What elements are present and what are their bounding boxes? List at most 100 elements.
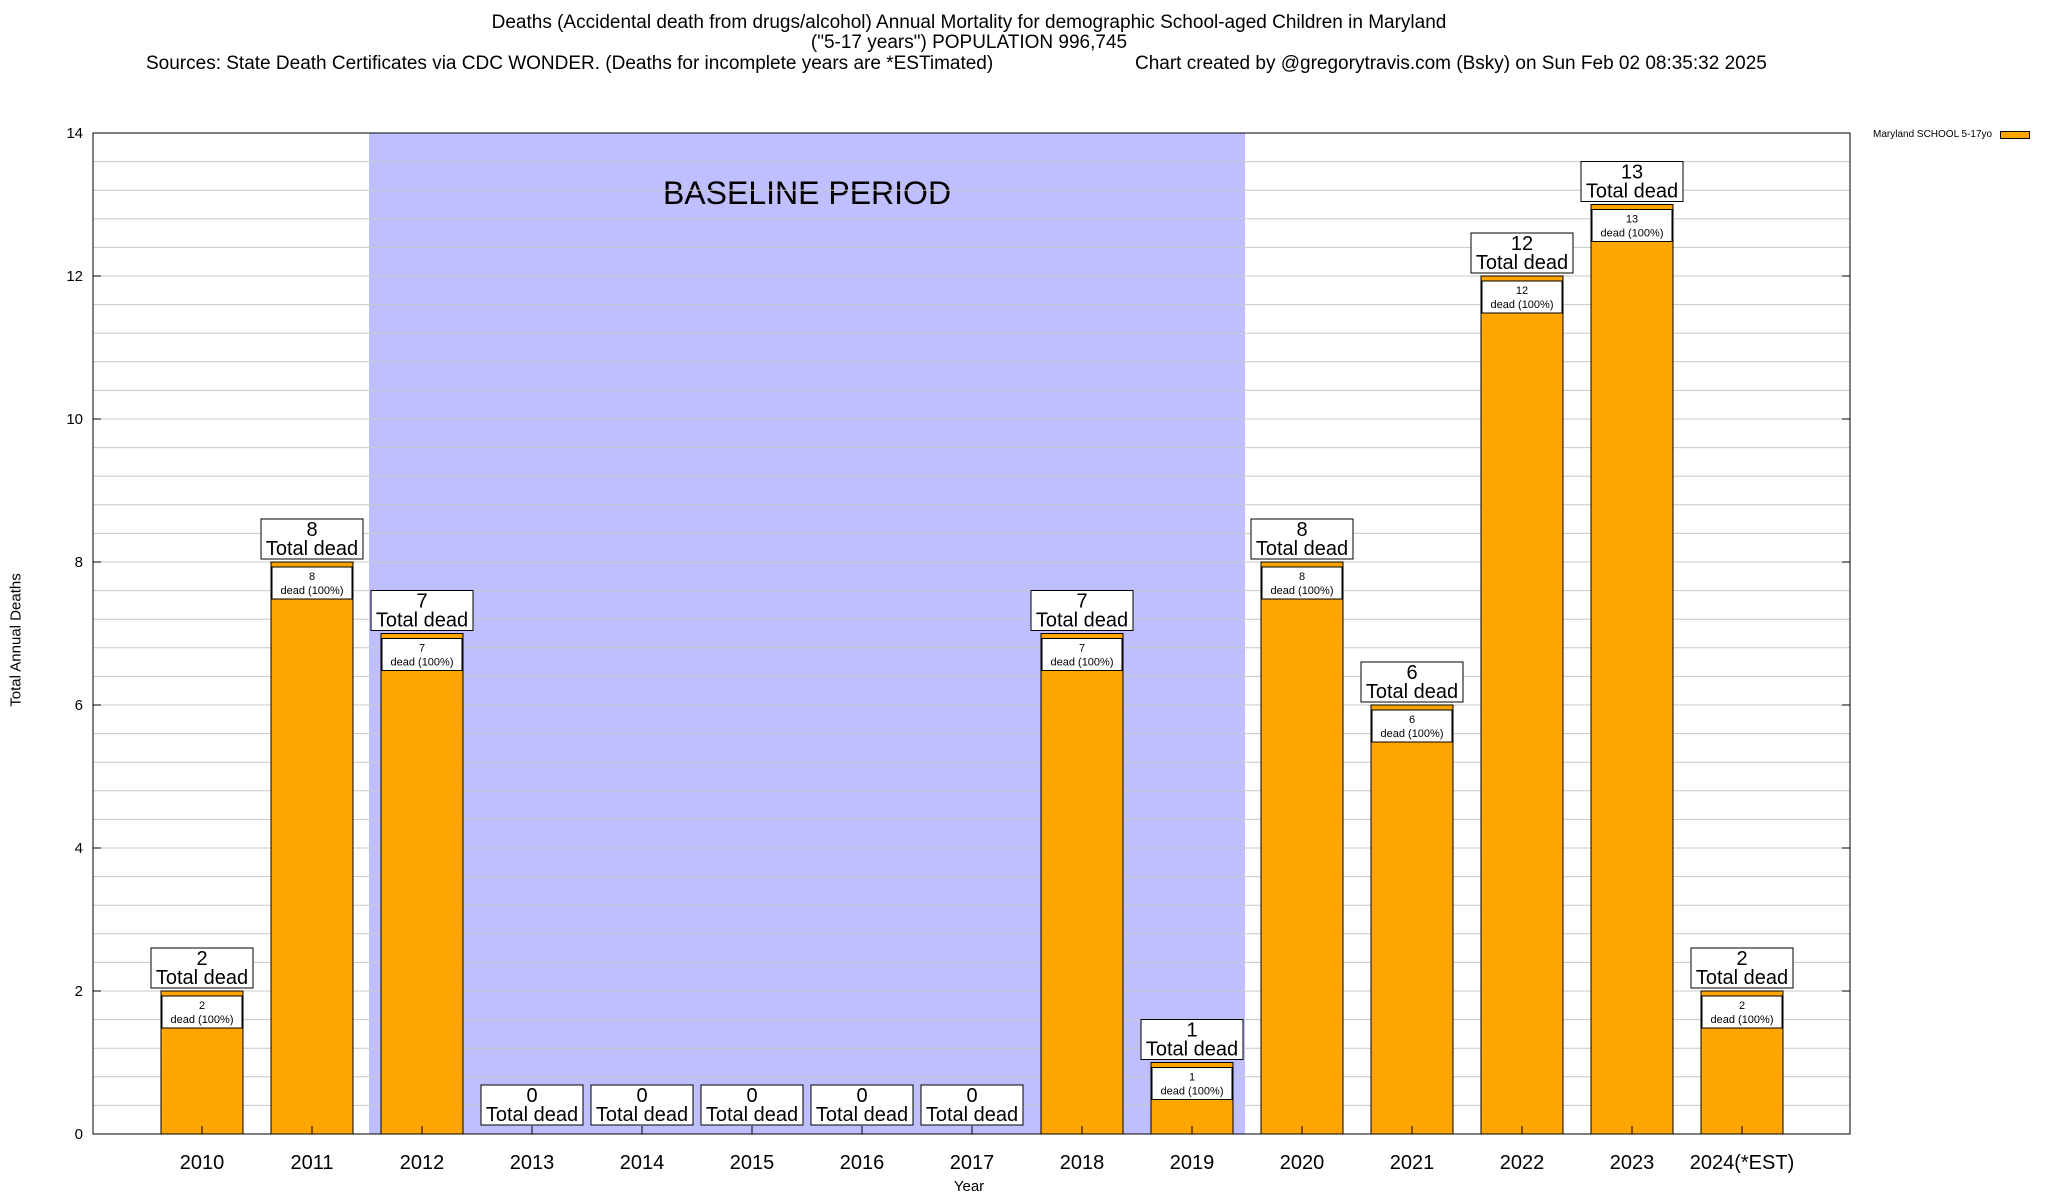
x-tick-label: 2020 bbox=[1280, 1152, 1325, 1174]
bar-inner-value: 6 bbox=[1409, 714, 1415, 726]
total-label: Total dead bbox=[486, 1104, 578, 1126]
x-tick-label: 2017 bbox=[950, 1152, 995, 1174]
bar-inner-label: dead (100%) bbox=[1381, 728, 1444, 740]
total-label: Total dead bbox=[1036, 610, 1128, 632]
chart-title: Deaths (Accidental death from drugs/alco… bbox=[491, 12, 1447, 33]
y-axis-label: Total Annual Deaths bbox=[7, 573, 25, 707]
y-tick-label: 2 bbox=[75, 983, 83, 1000]
x-tick-label: 2019 bbox=[1170, 1152, 1215, 1174]
bar-inner-label-box bbox=[1151, 1067, 1233, 1100]
total-label: Total dead bbox=[266, 538, 358, 560]
bar-inner-label-box bbox=[1481, 280, 1563, 314]
total-label-box bbox=[480, 1084, 584, 1126]
x-tick-label: 2018 bbox=[1060, 1152, 1105, 1174]
bar-inner-label-box bbox=[381, 638, 463, 671]
bar-inner-value: 2 bbox=[1739, 1000, 1745, 1012]
bar-inner-label: dead (100%) bbox=[1601, 228, 1664, 240]
bar-inner-value: 8 bbox=[1299, 571, 1305, 583]
bar-inner-label: dead (100%) bbox=[1051, 657, 1114, 669]
y-tick-label: 10 bbox=[66, 411, 83, 428]
bar-inner-value: 7 bbox=[1079, 643, 1085, 655]
total-label: Total dead bbox=[376, 610, 468, 632]
total-label-box bbox=[590, 1084, 694, 1126]
total-label-box bbox=[260, 518, 364, 560]
x-tick-label: 2021 bbox=[1390, 1152, 1435, 1174]
legend: Maryland SCHOOL 5-17yo bbox=[1873, 129, 2031, 140]
total-value: 12 bbox=[1511, 233, 1533, 255]
bar bbox=[1260, 561, 1344, 1135]
bar-inner-label-box bbox=[161, 995, 243, 1029]
y-tick-label: 6 bbox=[75, 697, 83, 714]
y-tick-label: 4 bbox=[75, 840, 83, 857]
total-label-box bbox=[370, 590, 474, 631]
x-axis-label: Year bbox=[953, 1178, 985, 1195]
x-tick-label: 2015 bbox=[730, 1152, 775, 1174]
bar-inner-label-box bbox=[1371, 709, 1453, 743]
total-value: 6 bbox=[1406, 662, 1417, 684]
total-label: Total dead bbox=[1476, 252, 1568, 274]
bar-inner-value: 12 bbox=[1516, 285, 1528, 297]
bar bbox=[270, 561, 354, 1135]
bar bbox=[1040, 633, 1124, 1135]
total-value: 0 bbox=[526, 1085, 537, 1107]
bar-inner-value: 2 bbox=[199, 1000, 205, 1012]
x-tick-label: 2016 bbox=[840, 1152, 885, 1174]
chart-sources: Sources: State Death Certificates via CD… bbox=[146, 53, 994, 74]
total-label: Total dead bbox=[706, 1104, 798, 1126]
x-tick-label: 2012 bbox=[400, 1152, 445, 1174]
total-value: 8 bbox=[306, 519, 317, 541]
total-label-box bbox=[700, 1084, 804, 1126]
bar bbox=[1480, 275, 1564, 1135]
total-label-box bbox=[150, 947, 254, 989]
bar-inner-label: dead (100%) bbox=[1271, 585, 1334, 597]
x-tick-label: 2010 bbox=[180, 1152, 225, 1174]
total-label: Total dead bbox=[1146, 1039, 1238, 1061]
bar-inner-label: dead (100%) bbox=[1711, 1014, 1774, 1026]
total-value: 8 bbox=[1296, 519, 1307, 541]
total-label: Total dead bbox=[1696, 967, 1788, 989]
total-value: 7 bbox=[416, 591, 427, 613]
total-label: Total dead bbox=[156, 967, 248, 989]
total-label-box bbox=[1360, 661, 1464, 703]
total-value: 7 bbox=[1076, 591, 1087, 613]
total-label-box bbox=[810, 1084, 914, 1126]
bar-inner-value: 7 bbox=[419, 643, 425, 655]
total-value: 0 bbox=[966, 1085, 977, 1107]
bar-inner-label: dead (100%) bbox=[1491, 299, 1554, 311]
total-label: Total dead bbox=[1586, 181, 1678, 203]
total-value: 2 bbox=[196, 948, 207, 970]
plot-border bbox=[92, 132, 1851, 1135]
bar-inner-label-box bbox=[271, 566, 353, 600]
bar-inner-label-box bbox=[1261, 566, 1343, 600]
y-tick-label: 14 bbox=[66, 125, 83, 142]
total-value: 0 bbox=[746, 1085, 757, 1107]
bar-inner-label-box bbox=[1591, 209, 1673, 242]
bar-inner-label: dead (100%) bbox=[171, 1014, 234, 1026]
total-label-box bbox=[1580, 161, 1684, 202]
bar-inner-label: dead (100%) bbox=[391, 657, 454, 669]
total-value: 0 bbox=[636, 1085, 647, 1107]
total-value: 2 bbox=[1736, 948, 1747, 970]
y-tick-label: 0 bbox=[75, 1126, 83, 1143]
bar bbox=[380, 633, 464, 1135]
y-tick-label: 8 bbox=[75, 554, 83, 571]
baseline-label: BASELINE PERIOD bbox=[663, 175, 951, 211]
total-label: Total dead bbox=[596, 1104, 688, 1126]
total-label-box bbox=[1140, 1019, 1244, 1060]
y-tick-label: 12 bbox=[66, 268, 83, 285]
total-label-box bbox=[1030, 590, 1134, 631]
total-label-box bbox=[1250, 518, 1354, 560]
total-label-box bbox=[1690, 947, 1794, 989]
legend-swatch bbox=[2000, 130, 2031, 139]
total-value: 0 bbox=[856, 1085, 867, 1107]
bar-inner-label-box bbox=[1701, 995, 1783, 1029]
bar-inner-label-box bbox=[1041, 638, 1123, 671]
total-value: 13 bbox=[1621, 162, 1643, 184]
x-tick-label: 2011 bbox=[290, 1152, 333, 1174]
bar bbox=[1590, 204, 1674, 1135]
x-tick-label: 2022 bbox=[1500, 1152, 1545, 1174]
total-label: Total dead bbox=[816, 1104, 908, 1126]
total-label: Total dead bbox=[1256, 538, 1348, 560]
